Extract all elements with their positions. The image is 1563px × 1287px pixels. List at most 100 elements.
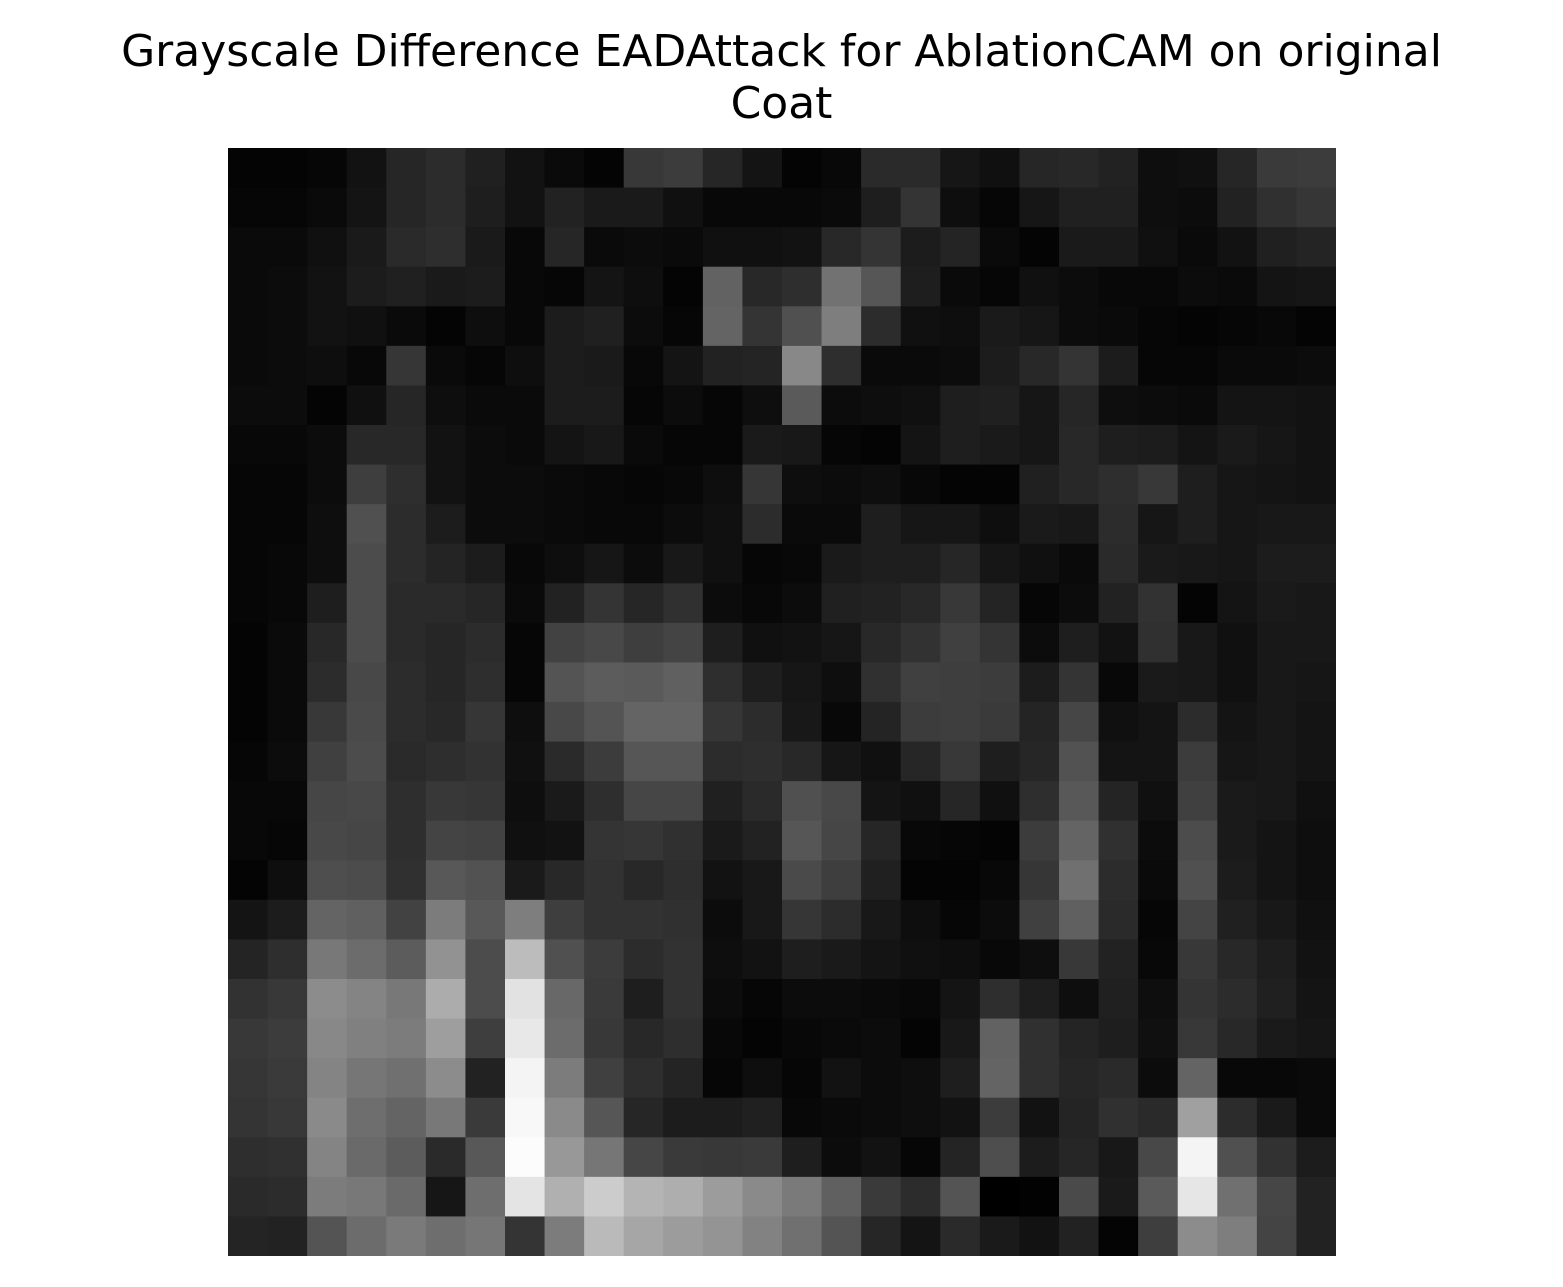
heatmap-cell-r1-c6 (465, 187, 506, 228)
heatmap-cell-r18-c6 (465, 860, 506, 901)
heatmap-cell-r12-c19 (979, 622, 1021, 664)
heatmap-cell-r8-c21 (1059, 464, 1100, 505)
heatmap-cell-r0-c24 (1177, 148, 1218, 189)
heatmap-cell-r27-c11 (663, 1216, 704, 1256)
heatmap-cell-r7-c3 (346, 425, 387, 466)
heatmap-cell-r14-c1 (267, 702, 308, 743)
heatmap-cell-r1-c0 (228, 187, 269, 228)
heatmap-cell-r14-c0 (228, 702, 269, 743)
heatmap-cell-r16-c0 (228, 781, 269, 822)
heatmap-cell-r21-c27 (1296, 979, 1336, 1020)
heatmap-cell-r11-c0 (228, 583, 269, 624)
heatmap-cell-r15-c15 (821, 741, 862, 782)
heatmap-cell-r18-c14 (782, 860, 823, 901)
heatmap-cell-r21-c1 (267, 979, 308, 1020)
heatmap-cell-r8-c10 (623, 464, 664, 505)
heatmap-cell-r2-c9 (584, 227, 625, 268)
heatmap-cell-r1-c8 (544, 187, 585, 228)
heatmap-cell-r24-c17 (900, 1097, 941, 1138)
heatmap-cell-r11-c13 (742, 583, 783, 624)
heatmap-cell-r13-c14 (782, 662, 823, 703)
heatmap-cell-r20-c7 (505, 939, 546, 980)
heatmap-cell-r0-c22 (1098, 148, 1139, 189)
heatmap-cell-r23-c19 (979, 1058, 1021, 1099)
heatmap-cell-r26-c1 (267, 1176, 308, 1218)
heatmap-cell-r2-c25 (1217, 227, 1258, 268)
heatmap-cell-r16-c11 (663, 781, 704, 822)
heatmap-cell-r9-c15 (821, 504, 862, 545)
heatmap-cell-r9-c6 (465, 504, 506, 545)
heatmap-cell-r22-c0 (228, 1018, 269, 1059)
heatmap-cell-r21-c26 (1256, 979, 1298, 1020)
heatmap-cell-r7-c13 (742, 425, 783, 466)
heatmap-cell-r8-c3 (346, 464, 387, 505)
heatmap-cell-r9-c18 (940, 504, 981, 545)
heatmap-cell-r14-c23 (1138, 702, 1179, 743)
heatmap-cell-r15-c27 (1296, 741, 1336, 782)
heatmap-cell-r9-c14 (782, 504, 823, 545)
heatmap-cell-r15-c14 (782, 741, 823, 782)
heatmap-cell-r8-c22 (1098, 464, 1139, 505)
heatmap-cell-r9-c11 (663, 504, 704, 545)
heatmap-cell-r10-c9 (584, 543, 625, 584)
heatmap-cell-r14-c16 (861, 702, 902, 743)
heatmap-cell-r26-c16 (861, 1176, 902, 1218)
heatmap-cell-r16-c20 (1019, 781, 1060, 822)
heatmap-cell-r23-c13 (742, 1058, 783, 1099)
heatmap-cell-r27-c24 (1177, 1216, 1218, 1256)
heatmap-cell-r6-c0 (228, 385, 269, 426)
heatmap-cell-r26-c23 (1138, 1176, 1179, 1218)
heatmap-cell-r13-c4 (386, 662, 427, 703)
heatmap-cell-r3-c27 (1296, 266, 1336, 307)
heatmap-cell-r23-c4 (386, 1058, 427, 1099)
heatmap-cell-r21-c9 (584, 979, 625, 1020)
heatmap-cell-r19-c19 (979, 899, 1021, 941)
heatmap-cell-r17-c4 (386, 820, 427, 861)
heatmap-cell-r17-c10 (623, 820, 664, 861)
heatmap-cell-r21-c15 (821, 979, 862, 1020)
heatmap-cell-r6-c27 (1296, 385, 1336, 426)
heatmap-cell-r1-c15 (821, 187, 862, 228)
heatmap-cell-r11-c14 (782, 583, 823, 624)
heatmap-cell-r13-c2 (307, 662, 348, 703)
heatmap-cell-r26-c14 (782, 1176, 823, 1218)
heatmap-cell-r0-c19 (979, 148, 1021, 189)
heatmap-cell-r6-c10 (623, 385, 664, 426)
heatmap-cell-r18-c5 (425, 860, 467, 901)
heatmap-cell-r1-c16 (861, 187, 902, 228)
heatmap-cell-r18-c20 (1019, 860, 1060, 901)
heatmap-cell-r5-c3 (346, 345, 387, 387)
heatmap-cell-r3-c2 (307, 266, 348, 307)
heatmap-cell-r21-c0 (228, 979, 269, 1020)
heatmap-cell-r25-c3 (346, 1137, 387, 1178)
heatmap-cell-r3-c9 (584, 266, 625, 307)
heatmap-cell-r11-c6 (465, 583, 506, 624)
heatmap-cell-r25-c0 (228, 1137, 269, 1178)
heatmap-cell-r26-c24 (1177, 1176, 1218, 1218)
heatmap-cell-r5-c26 (1256, 345, 1298, 387)
heatmap-cell-r19-c14 (782, 899, 823, 941)
heatmap-cell-r25-c25 (1217, 1137, 1258, 1178)
heatmap-cell-r5-c21 (1059, 345, 1100, 387)
heatmap-cell-r11-c8 (544, 583, 585, 624)
heatmap-cell-r2-c26 (1256, 227, 1298, 268)
heatmap-cell-r1-c9 (584, 187, 625, 228)
heatmap-cell-r27-c7 (505, 1216, 546, 1256)
heatmap-cell-r22-c26 (1256, 1018, 1298, 1059)
heatmap-cell-r12-c9 (584, 622, 625, 664)
heatmap-cell-r18-c12 (702, 860, 744, 901)
heatmap-cell-r10-c5 (425, 543, 467, 584)
heatmap-cell-r0-c5 (425, 148, 467, 189)
heatmap-cell-r3-c6 (465, 266, 506, 307)
heatmap-cell-r9-c22 (1098, 504, 1139, 545)
heatmap-cell-r17-c16 (861, 820, 902, 861)
heatmap-cell-r4-c0 (228, 306, 269, 347)
heatmap-cell-r13-c15 (821, 662, 862, 703)
heatmap-cell-r23-c18 (940, 1058, 981, 1099)
heatmap-cell-r13-c0 (228, 662, 269, 703)
heatmap-cell-r24-c3 (346, 1097, 387, 1138)
heatmap-cell-r17-c7 (505, 820, 546, 861)
heatmap-cell-r20-c24 (1177, 939, 1218, 980)
heatmap-cell-r6-c18 (940, 385, 981, 426)
heatmap-cell-r7-c17 (900, 425, 941, 466)
